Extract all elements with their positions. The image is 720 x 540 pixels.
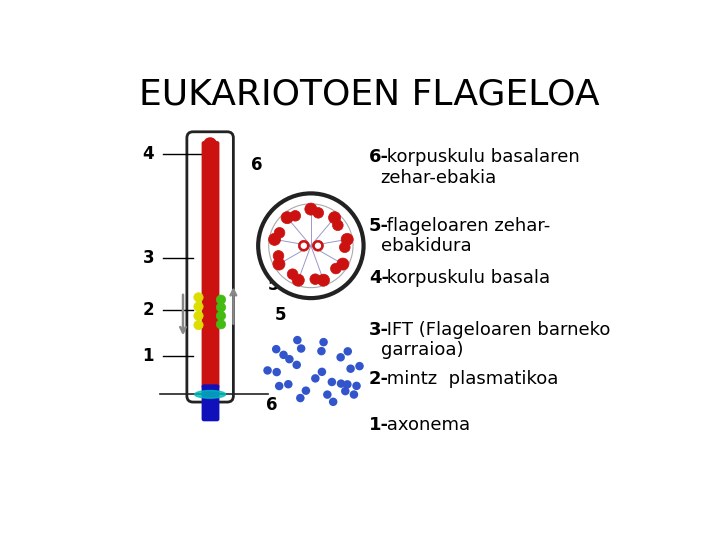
Circle shape bbox=[284, 380, 292, 388]
Text: 4-: 4- bbox=[369, 268, 389, 287]
Circle shape bbox=[194, 293, 203, 302]
Circle shape bbox=[337, 258, 349, 270]
Circle shape bbox=[312, 240, 323, 251]
Circle shape bbox=[275, 382, 284, 390]
Text: 5: 5 bbox=[269, 276, 280, 294]
Circle shape bbox=[194, 302, 203, 311]
Circle shape bbox=[343, 347, 352, 355]
Circle shape bbox=[319, 338, 328, 346]
Circle shape bbox=[292, 361, 301, 369]
Circle shape bbox=[194, 320, 203, 330]
Text: 6: 6 bbox=[266, 396, 278, 414]
Circle shape bbox=[216, 295, 225, 304]
Circle shape bbox=[328, 212, 341, 224]
Circle shape bbox=[329, 397, 338, 406]
Circle shape bbox=[341, 233, 354, 245]
Text: 2: 2 bbox=[143, 301, 154, 319]
Circle shape bbox=[287, 269, 298, 280]
Circle shape bbox=[315, 244, 320, 248]
Circle shape bbox=[323, 390, 332, 399]
Circle shape bbox=[274, 227, 285, 238]
Circle shape bbox=[343, 380, 351, 389]
Circle shape bbox=[352, 382, 361, 390]
Text: 5-: 5- bbox=[369, 217, 389, 234]
Circle shape bbox=[204, 138, 216, 150]
Circle shape bbox=[341, 387, 350, 395]
Text: flageloaren zehar-
ebakidura: flageloaren zehar- ebakidura bbox=[381, 217, 550, 255]
Circle shape bbox=[216, 311, 225, 320]
Circle shape bbox=[292, 274, 305, 286]
Ellipse shape bbox=[194, 390, 225, 398]
Text: 5: 5 bbox=[275, 306, 287, 324]
Text: korpuskulu basalaren
zehar-ebakia: korpuskulu basalaren zehar-ebakia bbox=[381, 148, 580, 187]
FancyBboxPatch shape bbox=[187, 132, 233, 402]
Circle shape bbox=[272, 368, 281, 376]
Circle shape bbox=[290, 211, 300, 221]
FancyBboxPatch shape bbox=[202, 141, 220, 389]
Text: korpuskulu basala: korpuskulu basala bbox=[381, 268, 550, 287]
Text: 3: 3 bbox=[143, 249, 154, 267]
Circle shape bbox=[272, 345, 281, 353]
Text: 6: 6 bbox=[251, 156, 263, 173]
Circle shape bbox=[330, 264, 341, 274]
Circle shape bbox=[216, 320, 225, 329]
Circle shape bbox=[279, 350, 288, 359]
Circle shape bbox=[350, 390, 359, 399]
Circle shape bbox=[318, 347, 325, 355]
Circle shape bbox=[313, 207, 323, 218]
Circle shape bbox=[297, 345, 305, 353]
Circle shape bbox=[328, 378, 336, 386]
Text: EUKARIOTOEN FLAGELOA: EUKARIOTOEN FLAGELOA bbox=[139, 77, 599, 111]
Circle shape bbox=[269, 233, 281, 245]
Circle shape bbox=[311, 374, 320, 383]
Text: 6-: 6- bbox=[369, 148, 389, 166]
Circle shape bbox=[336, 353, 345, 362]
Circle shape bbox=[310, 274, 320, 285]
Circle shape bbox=[355, 362, 364, 370]
Circle shape bbox=[285, 355, 294, 363]
Text: 1-: 1- bbox=[369, 416, 389, 434]
Text: 1: 1 bbox=[143, 347, 154, 365]
Circle shape bbox=[346, 364, 355, 373]
Circle shape bbox=[273, 251, 284, 261]
Circle shape bbox=[339, 242, 350, 253]
Circle shape bbox=[273, 258, 285, 270]
Circle shape bbox=[264, 366, 272, 375]
Text: mintz  plasmatikoa: mintz plasmatikoa bbox=[381, 370, 558, 388]
Text: IFT (Flageloaren barneko
garraioa): IFT (Flageloaren barneko garraioa) bbox=[381, 321, 610, 359]
Text: 4: 4 bbox=[143, 145, 154, 163]
Text: 2-: 2- bbox=[369, 370, 389, 388]
Circle shape bbox=[194, 311, 203, 320]
Text: axonema: axonema bbox=[381, 416, 469, 434]
Circle shape bbox=[296, 394, 305, 402]
Circle shape bbox=[337, 380, 346, 388]
FancyBboxPatch shape bbox=[202, 384, 220, 421]
Circle shape bbox=[258, 193, 364, 298]
Circle shape bbox=[302, 244, 306, 248]
Circle shape bbox=[302, 387, 310, 395]
Circle shape bbox=[305, 203, 317, 215]
Text: 3-: 3- bbox=[369, 321, 389, 339]
Circle shape bbox=[318, 274, 330, 286]
Circle shape bbox=[281, 212, 293, 224]
Circle shape bbox=[298, 240, 309, 251]
Circle shape bbox=[293, 336, 302, 345]
Circle shape bbox=[216, 303, 225, 312]
Circle shape bbox=[333, 220, 343, 231]
Circle shape bbox=[318, 368, 326, 376]
